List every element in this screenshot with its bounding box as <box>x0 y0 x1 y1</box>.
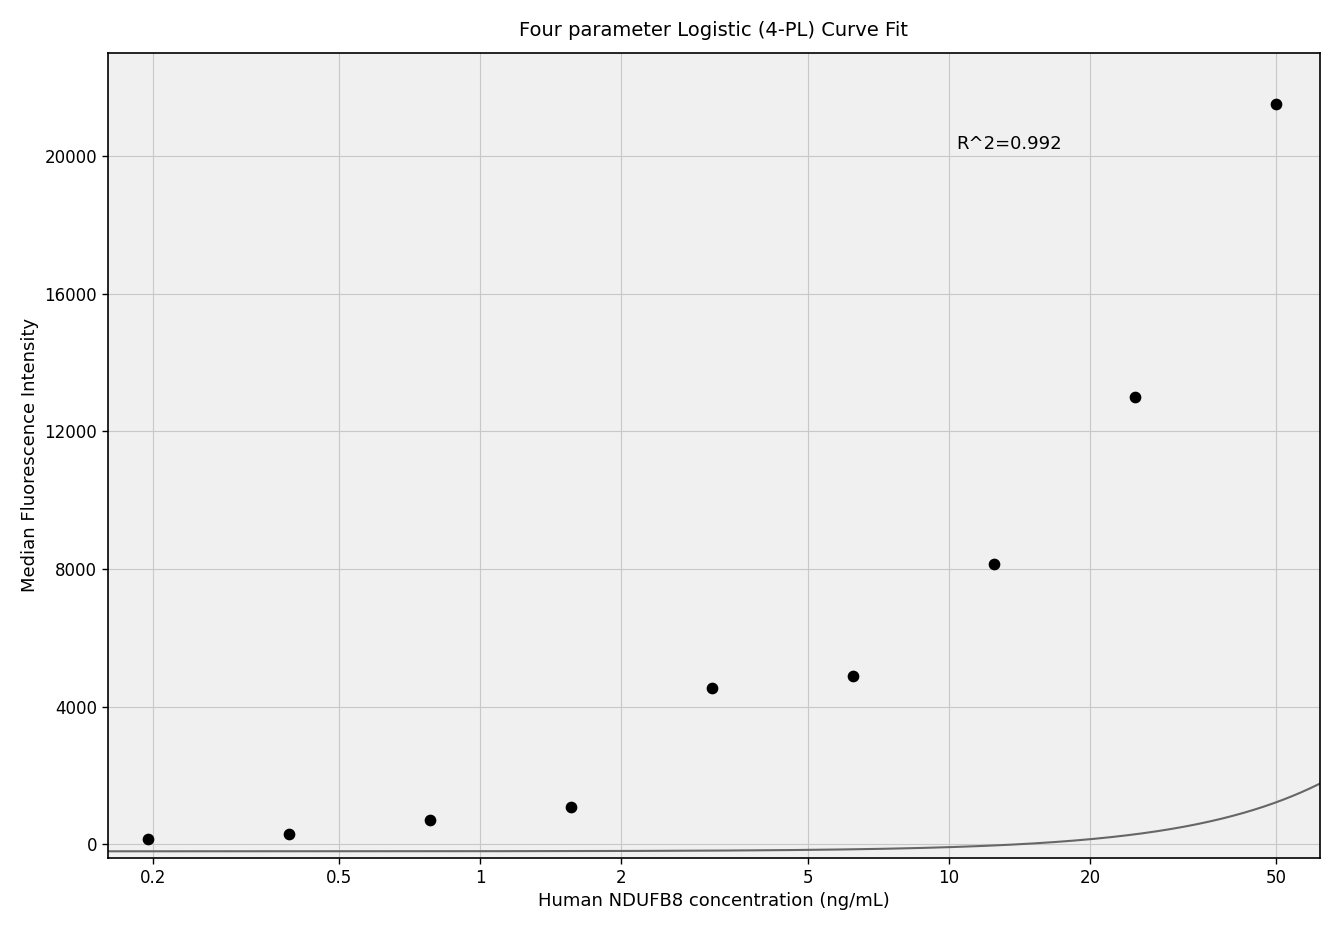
Text: R^2=0.992: R^2=0.992 <box>956 135 1062 154</box>
Y-axis label: Median Fluorescence Intensity: Median Fluorescence Intensity <box>21 318 39 592</box>
Point <box>983 557 1004 572</box>
X-axis label: Human NDUFB8 concentration (ng/mL): Human NDUFB8 concentration (ng/mL) <box>538 892 889 911</box>
Point <box>561 799 582 814</box>
Point <box>420 813 441 828</box>
Point <box>842 668 864 683</box>
Title: Four parameter Logistic (4-PL) Curve Fit: Four parameter Logistic (4-PL) Curve Fit <box>519 20 908 40</box>
Point <box>278 827 299 842</box>
Point <box>1266 97 1287 112</box>
Point <box>137 831 158 846</box>
Point <box>701 681 723 695</box>
Point <box>1125 389 1147 404</box>
